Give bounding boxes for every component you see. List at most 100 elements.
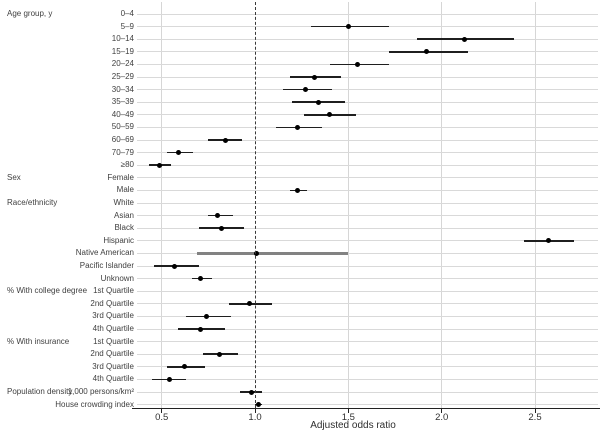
row-label: Male xyxy=(116,185,134,195)
row-label: 5–9 xyxy=(120,21,134,31)
or-point xyxy=(157,162,163,168)
row-label: Female xyxy=(107,172,134,182)
row-label: 3rd Quartile xyxy=(92,361,134,371)
row-line xyxy=(137,315,598,317)
row-label: 15–19 xyxy=(111,46,134,56)
group-label: % With college degree xyxy=(7,286,88,296)
or-point xyxy=(295,187,301,193)
row-line xyxy=(137,164,598,166)
row-line xyxy=(137,13,598,15)
x-tick-label: 1.5 xyxy=(341,412,355,423)
row-label: 35–39 xyxy=(111,97,134,107)
ci-line xyxy=(208,214,233,217)
or-point xyxy=(302,87,308,93)
ci-line xyxy=(197,252,349,255)
row-line xyxy=(137,378,598,380)
group-label: Sex xyxy=(7,172,21,182)
row-label: Black xyxy=(114,223,134,233)
row-label: 0–4 xyxy=(120,9,134,18)
row-line xyxy=(137,189,598,191)
x-axis-line xyxy=(132,408,600,409)
x-tick xyxy=(534,409,536,413)
or-point xyxy=(248,389,254,395)
or-point xyxy=(327,112,333,118)
or-point xyxy=(198,276,204,282)
x-tick xyxy=(441,409,443,413)
x-tick-label: 2.0 xyxy=(435,412,449,423)
row-line xyxy=(137,177,598,179)
or-point xyxy=(254,250,260,256)
or-point xyxy=(203,313,209,319)
row-line xyxy=(137,240,598,242)
group-label: % With insurance xyxy=(7,336,70,346)
row-label: Unknown xyxy=(100,273,134,283)
gridline xyxy=(347,2,349,408)
or-point xyxy=(461,36,467,42)
or-point xyxy=(181,364,187,370)
row-line xyxy=(137,278,598,280)
or-point xyxy=(246,301,252,307)
row-line xyxy=(137,290,598,292)
row-label: ≥80 xyxy=(120,160,134,170)
row-label: House crowding index xyxy=(55,399,134,409)
row-label: 60–69 xyxy=(111,135,134,144)
row-label: 1st Quartile xyxy=(93,336,134,346)
row-label: 4th Quartile xyxy=(92,374,134,384)
or-point xyxy=(215,213,221,219)
or-point xyxy=(218,225,224,231)
row-line xyxy=(137,265,598,267)
gridline xyxy=(441,2,443,408)
row-label: 30–34 xyxy=(111,84,134,94)
row-label: Asian xyxy=(113,210,134,220)
row-label: Hispanic xyxy=(103,235,134,245)
row-line xyxy=(137,353,598,355)
row-label: 4th Quartile xyxy=(92,324,134,333)
or-point xyxy=(345,24,351,30)
row-label: 40–49 xyxy=(111,109,134,119)
or-point xyxy=(355,61,361,67)
row-label: 25–29 xyxy=(111,72,134,81)
gridline xyxy=(534,2,536,408)
row-label: 70–79 xyxy=(111,147,134,157)
x-tick xyxy=(254,409,256,413)
row-line xyxy=(137,126,598,128)
row-line xyxy=(137,202,598,204)
row-label: 20–24 xyxy=(111,59,134,69)
or-point xyxy=(198,326,204,332)
or-point xyxy=(312,74,318,80)
row-label: 2nd Quartile xyxy=(90,298,134,308)
row-label: 1st Quartile xyxy=(93,286,134,296)
row-label: 10–14 xyxy=(111,34,134,44)
row-line xyxy=(137,215,598,217)
x-tick-label: 0.5 xyxy=(155,412,169,423)
row-label: White xyxy=(113,198,134,207)
reference-line xyxy=(254,2,256,408)
row-label: Pacific Islander xyxy=(79,261,134,270)
row-line xyxy=(137,391,598,393)
row-label: Native American xyxy=(75,248,134,258)
x-tick xyxy=(347,409,349,413)
row-line xyxy=(137,89,598,91)
row-line xyxy=(137,101,598,103)
x-tick-label: 1.0 xyxy=(248,412,262,423)
row-line xyxy=(137,76,598,78)
group-label: Race/ethnicity xyxy=(7,198,58,207)
or-point xyxy=(166,376,172,382)
row-line xyxy=(137,139,598,141)
gridline xyxy=(161,2,163,408)
row-line xyxy=(137,366,598,368)
or-point xyxy=(315,99,321,105)
row-label: 1,000 persons/km² xyxy=(67,387,134,396)
row-label: 50–59 xyxy=(111,122,134,132)
or-point xyxy=(295,124,301,130)
row-label: 2nd Quartile xyxy=(90,349,134,359)
or-point xyxy=(175,150,181,156)
or-point xyxy=(172,263,178,269)
group-label: Age group, y xyxy=(7,9,53,18)
row-line xyxy=(137,227,598,229)
row-line xyxy=(137,303,598,305)
group-label: Population density xyxy=(7,387,73,396)
row-label: 3rd Quartile xyxy=(92,311,134,321)
x-tick-label: 2.5 xyxy=(528,412,542,423)
